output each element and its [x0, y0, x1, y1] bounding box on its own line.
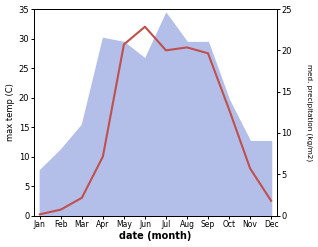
Y-axis label: max temp (C): max temp (C)	[5, 83, 15, 141]
X-axis label: date (month): date (month)	[119, 231, 192, 242]
Y-axis label: med. precipitation (kg/m2): med. precipitation (kg/m2)	[306, 64, 313, 161]
